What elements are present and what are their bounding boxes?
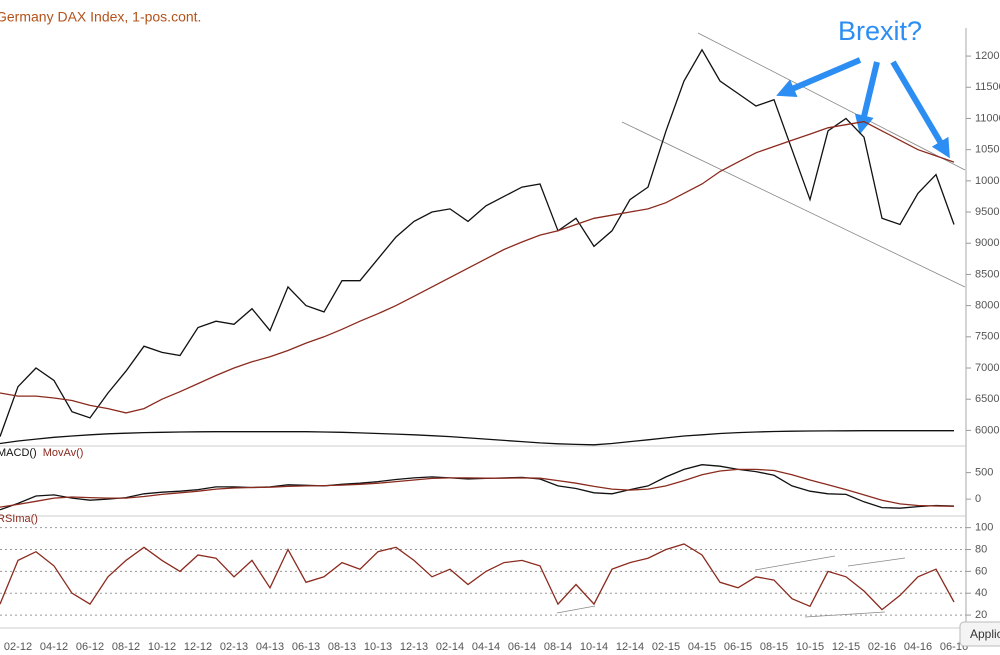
x-tick-label: 08-13 [328,641,356,653]
x-tick-label: 12-12 [184,641,212,653]
x-tick-label: 12-14 [616,641,644,653]
y-tick-label: 7000 [975,362,999,374]
y-tick-label: 60 [975,565,987,577]
x-tick-label: 04-14 [472,641,500,653]
y-tick-label: 11500 [975,81,1000,93]
trend-line [556,605,596,614]
y-tick-label: 500 [975,467,993,479]
y-tick-label: 11000 [975,112,1000,124]
series-line [0,430,954,446]
chart-title: Germany DAX Index, 1-pos.cont. [0,9,201,25]
x-tick-label: 02-13 [220,641,248,653]
x-tick-label: 10-14 [580,641,608,653]
trend-line [804,611,886,618]
series-line [0,120,955,414]
x-tick-label: 06-15 [724,641,752,653]
x-tick-label: 10-15 [796,641,824,653]
x-tick-label: 04-15 [688,641,716,653]
button[interactable]: Applic [959,621,1000,647]
legend-label: MovAv() [43,447,84,459]
y-tick-label: 10000 [975,175,1000,187]
series-line [0,464,955,511]
x-tick-label: 02-15 [652,641,680,653]
y-tick-label: 100 [975,522,993,534]
x-tick-label: 02-16 [868,641,896,653]
legend-label: MACD() [0,447,37,459]
y-tick-label: 0 [975,493,981,505]
y-tick-label: 80 [975,543,987,555]
y-tick-label: 20 [975,609,987,621]
y-tick-label: 9500 [975,206,999,218]
x-tick-label: 04-13 [256,641,284,653]
y-tick-label: 9000 [975,237,999,249]
legend-label: RSIma() [0,513,38,525]
x-tick-label: 04-16 [904,641,932,653]
trend-line [754,555,836,571]
button-box[interactable] [959,621,1000,647]
x-tick-label: 04-12 [40,641,68,653]
x-tick-label: 06-13 [292,641,320,653]
x-tick-label: 08-14 [544,641,572,653]
x-tick-label: 08-12 [112,641,140,653]
x-tick-label: 10-13 [364,641,392,653]
y-tick-label: 6500 [975,393,999,405]
arrow [854,61,880,135]
x-tick-label: 12-15 [832,641,860,653]
y-tick-label: 40 [975,587,987,599]
y-tick-label: 6000 [975,424,999,436]
x-tick-label: 12-13 [400,641,428,653]
x-tick-label: 06-14 [508,641,536,653]
x-tick-label: 02-12 [4,641,32,653]
y-tick-label: 10500 [975,144,1000,156]
x-tick-label: 06-12 [76,641,104,653]
arrow [890,60,950,159]
x-tick-label: 08-15 [760,641,788,653]
y-tick-label: 8500 [975,268,999,280]
y-tick-label: 8000 [975,300,999,312]
trend-line [847,557,906,567]
x-tick-label: 10-12 [148,641,176,653]
trend-line [621,121,966,288]
arrow [776,57,862,98]
series-line [0,48,955,437]
button-label[interactable]: Applic [970,627,1000,641]
y-tick-label: 7500 [975,331,999,343]
series-line [0,543,955,611]
series-line [0,468,955,508]
x-tick-label: 02-14 [436,641,464,653]
trend-line [697,32,966,171]
annotation: Brexit? [838,16,922,46]
